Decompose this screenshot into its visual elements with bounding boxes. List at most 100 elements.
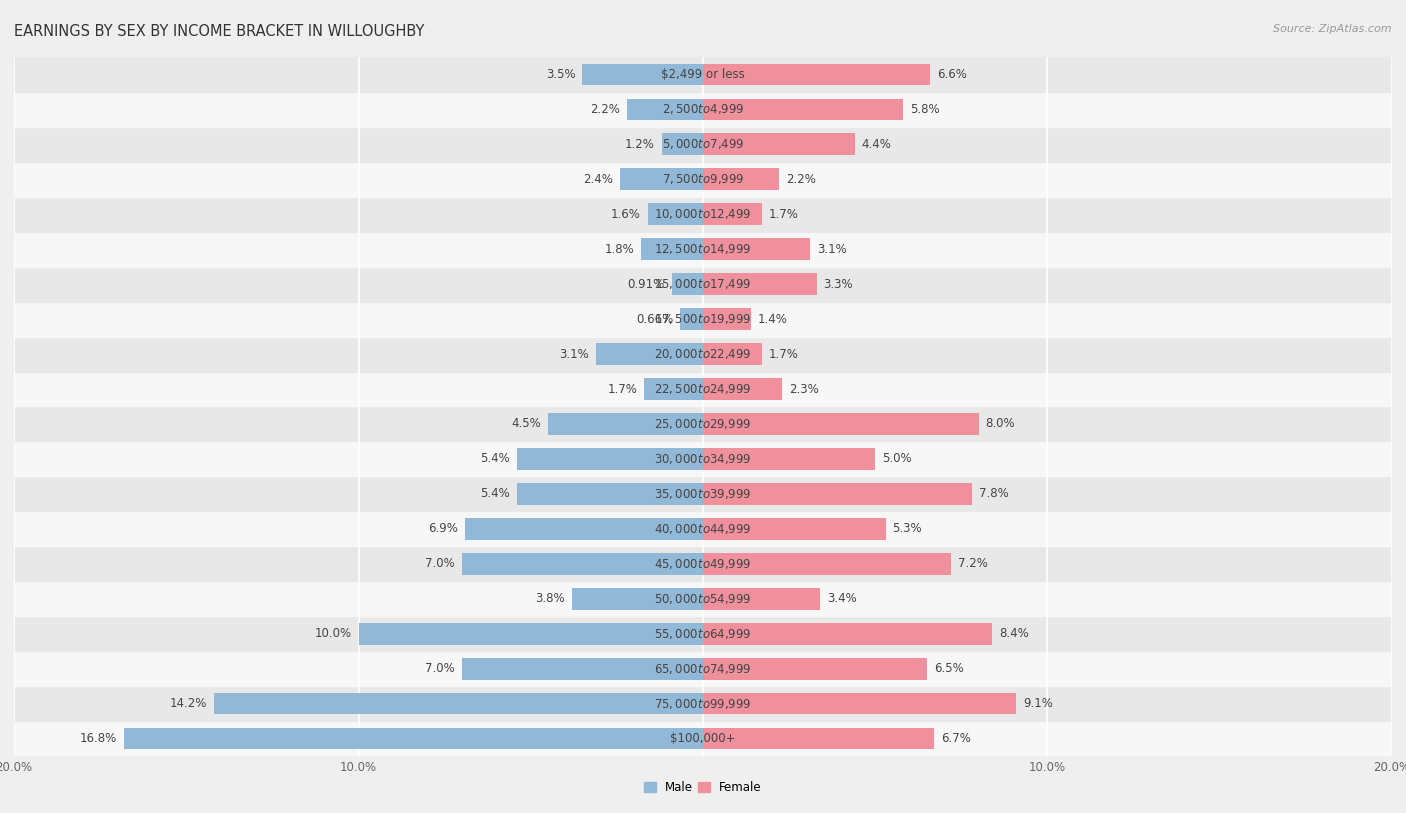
Bar bbox=[14, 337, 1392, 372]
Text: 7.2%: 7.2% bbox=[957, 558, 988, 570]
Bar bbox=[627, 98, 703, 120]
Bar bbox=[14, 441, 1392, 476]
Bar bbox=[703, 553, 950, 575]
Bar bbox=[703, 308, 751, 330]
Text: 3.1%: 3.1% bbox=[817, 243, 846, 255]
Text: 0.66%: 0.66% bbox=[636, 313, 673, 325]
Text: 5.8%: 5.8% bbox=[910, 103, 939, 115]
Bar bbox=[14, 686, 1392, 721]
Text: 2.2%: 2.2% bbox=[786, 173, 815, 185]
Text: $50,000 to $54,999: $50,000 to $54,999 bbox=[654, 592, 752, 606]
Bar bbox=[703, 728, 934, 750]
Text: $30,000 to $34,999: $30,000 to $34,999 bbox=[654, 452, 752, 466]
Bar bbox=[703, 378, 782, 400]
Text: 4.5%: 4.5% bbox=[512, 418, 541, 430]
Text: 1.2%: 1.2% bbox=[624, 138, 655, 150]
Text: 1.6%: 1.6% bbox=[612, 208, 641, 220]
Text: 5.3%: 5.3% bbox=[893, 523, 922, 535]
Text: 10.0%: 10.0% bbox=[315, 628, 352, 640]
Bar bbox=[703, 448, 875, 470]
Text: 3.8%: 3.8% bbox=[536, 593, 565, 605]
Bar bbox=[703, 658, 927, 680]
Bar bbox=[703, 413, 979, 435]
Text: 7.8%: 7.8% bbox=[979, 488, 1008, 500]
Bar bbox=[14, 127, 1392, 162]
Text: 14.2%: 14.2% bbox=[170, 698, 207, 710]
Text: $2,499 or less: $2,499 or less bbox=[661, 68, 745, 80]
Bar bbox=[644, 378, 703, 400]
Text: 6.9%: 6.9% bbox=[429, 523, 458, 535]
Bar bbox=[517, 448, 703, 470]
Bar bbox=[703, 238, 810, 260]
Text: 3.5%: 3.5% bbox=[546, 68, 575, 80]
Bar bbox=[359, 623, 703, 645]
Text: 7.0%: 7.0% bbox=[425, 558, 456, 570]
Bar bbox=[14, 372, 1392, 406]
Text: 3.1%: 3.1% bbox=[560, 348, 589, 360]
Text: $100,000+: $100,000+ bbox=[671, 733, 735, 745]
Text: 6.7%: 6.7% bbox=[941, 733, 970, 745]
Text: Source: ZipAtlas.com: Source: ZipAtlas.com bbox=[1274, 24, 1392, 34]
Text: 1.7%: 1.7% bbox=[769, 208, 799, 220]
Bar bbox=[214, 693, 703, 715]
Text: 1.7%: 1.7% bbox=[607, 383, 637, 395]
Bar bbox=[703, 588, 820, 610]
Text: 5.0%: 5.0% bbox=[882, 453, 911, 465]
Text: $17,500 to $19,999: $17,500 to $19,999 bbox=[654, 312, 752, 326]
Bar bbox=[14, 267, 1392, 302]
Bar bbox=[703, 133, 855, 155]
Bar bbox=[703, 203, 762, 225]
Legend: Male, Female: Male, Female bbox=[640, 776, 766, 799]
Text: EARNINGS BY SEX BY INCOME BRACKET IN WILLOUGHBY: EARNINGS BY SEX BY INCOME BRACKET IN WIL… bbox=[14, 24, 425, 39]
Text: 2.2%: 2.2% bbox=[591, 103, 620, 115]
Bar bbox=[596, 343, 703, 365]
Text: 9.1%: 9.1% bbox=[1024, 698, 1053, 710]
Bar bbox=[124, 728, 703, 750]
Bar bbox=[548, 413, 703, 435]
Bar bbox=[14, 721, 1392, 756]
Bar bbox=[14, 476, 1392, 511]
Text: 3.3%: 3.3% bbox=[824, 278, 853, 290]
Bar bbox=[672, 273, 703, 295]
Text: 4.4%: 4.4% bbox=[862, 138, 891, 150]
Text: 1.4%: 1.4% bbox=[758, 313, 787, 325]
Bar bbox=[662, 133, 703, 155]
Text: 0.91%: 0.91% bbox=[627, 278, 665, 290]
Bar bbox=[703, 623, 993, 645]
Bar bbox=[14, 651, 1392, 686]
Text: $10,000 to $12,499: $10,000 to $12,499 bbox=[654, 207, 752, 221]
Bar bbox=[14, 197, 1392, 232]
Text: $25,000 to $29,999: $25,000 to $29,999 bbox=[654, 417, 752, 431]
Text: $75,000 to $99,999: $75,000 to $99,999 bbox=[654, 697, 752, 711]
Bar bbox=[703, 483, 972, 505]
Bar bbox=[14, 162, 1392, 197]
Text: $65,000 to $74,999: $65,000 to $74,999 bbox=[654, 662, 752, 676]
Bar bbox=[648, 203, 703, 225]
Bar bbox=[14, 57, 1392, 92]
Text: $7,500 to $9,999: $7,500 to $9,999 bbox=[662, 172, 744, 186]
Bar bbox=[582, 63, 703, 85]
Text: 7.0%: 7.0% bbox=[425, 663, 456, 675]
Text: 1.8%: 1.8% bbox=[605, 243, 634, 255]
Bar bbox=[14, 232, 1392, 267]
Bar bbox=[14, 616, 1392, 651]
Text: $5,000 to $7,499: $5,000 to $7,499 bbox=[662, 137, 744, 151]
Text: 2.4%: 2.4% bbox=[583, 173, 613, 185]
Bar bbox=[14, 92, 1392, 127]
Text: 2.3%: 2.3% bbox=[789, 383, 818, 395]
Bar bbox=[465, 518, 703, 540]
Bar bbox=[461, 553, 703, 575]
Bar bbox=[14, 511, 1392, 546]
Text: $12,500 to $14,999: $12,500 to $14,999 bbox=[654, 242, 752, 256]
Bar bbox=[703, 168, 779, 190]
Bar bbox=[681, 308, 703, 330]
Text: $45,000 to $49,999: $45,000 to $49,999 bbox=[654, 557, 752, 571]
Bar bbox=[14, 581, 1392, 616]
Text: 3.4%: 3.4% bbox=[827, 593, 856, 605]
Bar bbox=[14, 546, 1392, 581]
Bar bbox=[703, 518, 886, 540]
Text: 5.4%: 5.4% bbox=[481, 488, 510, 500]
Bar bbox=[14, 302, 1392, 337]
Text: 5.4%: 5.4% bbox=[481, 453, 510, 465]
Text: $35,000 to $39,999: $35,000 to $39,999 bbox=[654, 487, 752, 501]
